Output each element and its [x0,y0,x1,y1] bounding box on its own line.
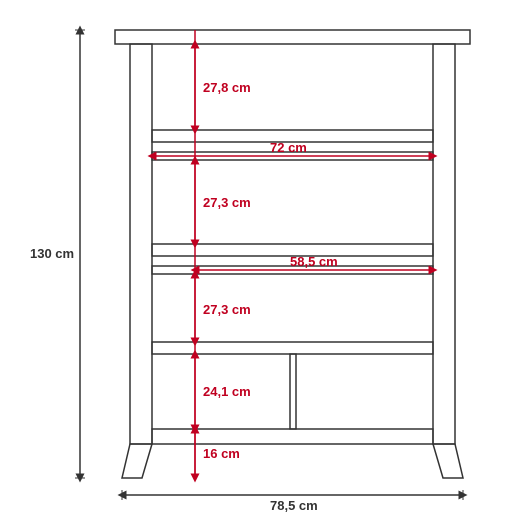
dimension-diagram: 130 cm 78,5 cm 72 cm 58,5 cm 27,8 cm 27,3 cm 2… [0,0,515,515]
dim-label-height_total: 130 cm [30,246,74,261]
dim-label-width_total: 78,5 cm [270,498,318,513]
dim-label-width_72: 72 cm [270,140,307,155]
dim-label-h_241: 24,1 cm [203,384,251,399]
dim-label-h_273b: 27,3 cm [203,302,251,317]
dim-label-h_273a: 27,3 cm [203,195,251,210]
dim-label-h_16: 16 cm [203,446,240,461]
dim-label-h_278: 27,8 cm [203,80,251,95]
dim-label-width_58: 58,5 cm [290,254,338,269]
